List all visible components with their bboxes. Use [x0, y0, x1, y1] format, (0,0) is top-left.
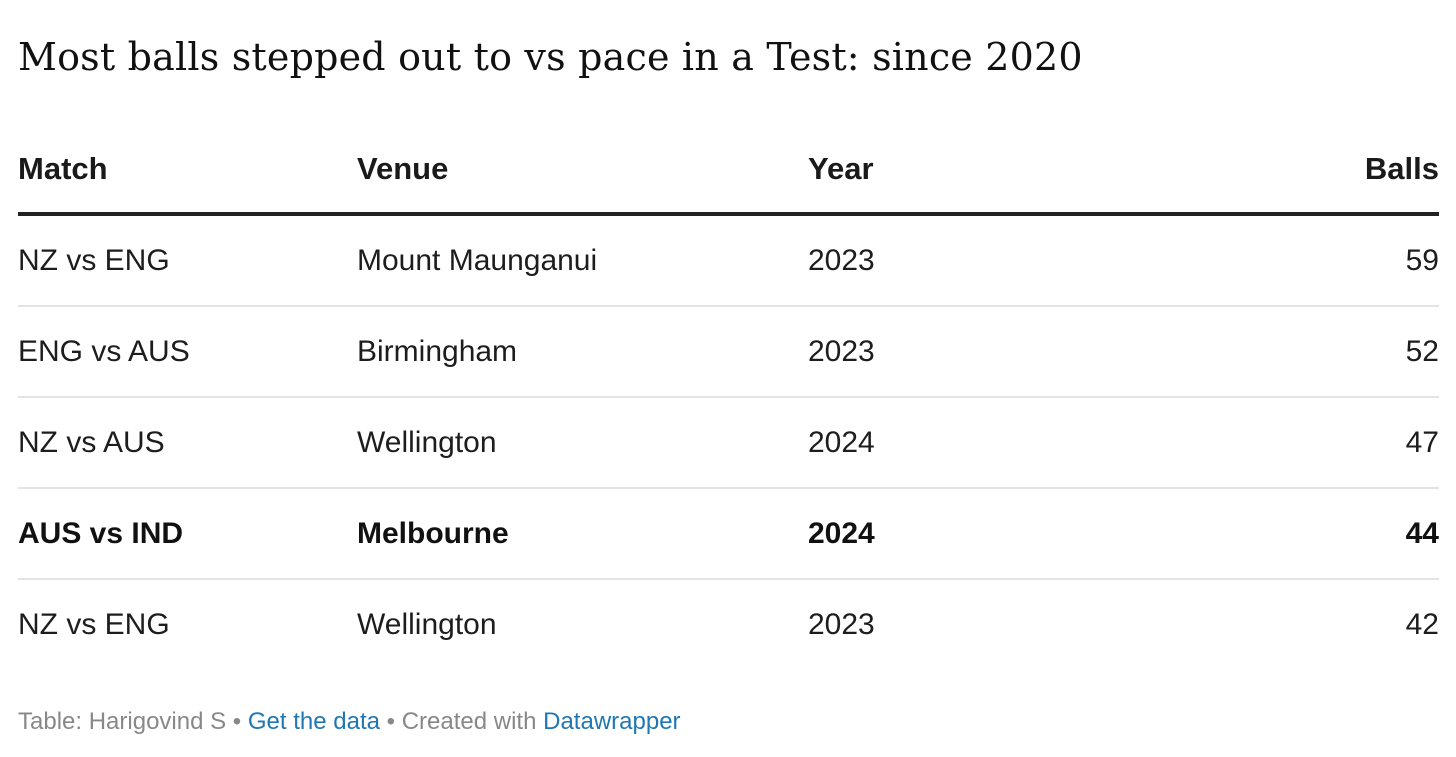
cell-match: ENG vs AUS — [18, 306, 357, 398]
table-row: NZ vs AUS Wellington 2024 47 — [18, 397, 1439, 489]
chart-container: Most balls stepped out to vs pace in a T… — [18, 0, 1439, 735]
chart-footer: Table: Harigovind S • Get the data • Cre… — [18, 708, 681, 736]
column-header-venue[interactable]: Venue — [357, 126, 808, 216]
cell-year: 2023 — [808, 306, 1108, 398]
source-credit: Table: Harigovind S — [18, 708, 227, 735]
cell-match: NZ vs ENG — [18, 607, 170, 641]
get-data-link[interactable]: Get the data — [247, 708, 380, 735]
header-row: Match Venue Year Balls — [18, 126, 1439, 216]
cell-balls: 47 — [1108, 397, 1439, 489]
cell-venue: Mount Maunganui — [357, 214, 808, 307]
cell-balls: 44 — [1108, 488, 1439, 580]
table-row: ENG vs AUS Birmingham 2023 52 — [18, 306, 1439, 398]
cell-venue: Melbourne — [357, 488, 808, 580]
data-table: Match Venue Year Balls NZ vs ENG Mount M… — [18, 126, 1439, 669]
column-header-balls[interactable]: Balls — [1108, 126, 1439, 216]
cell-match: NZ vs ENG — [18, 214, 357, 307]
chart-title: Most balls stepped out to vs pace in a T… — [18, 35, 1083, 79]
cell-venue: Wellington — [357, 397, 808, 489]
cell-year: 2023 — [808, 607, 875, 641]
cell-year: 2024 — [808, 397, 1108, 489]
cell-match: NZ vs AUS — [18, 397, 357, 489]
datawrapper-link[interactable]: Datawrapper — [543, 708, 681, 735]
cell-match: AUS vs IND — [18, 488, 357, 580]
table-body: NZ vs ENG Mount Maunganui 2023 59 ENG vs… — [18, 214, 1439, 669]
cell-venue: Birmingham — [357, 306, 808, 398]
table-header: Match Venue Year Balls — [18, 126, 1439, 216]
table-row: NZ vs ENG Mount Maunganui 2023 59 — [18, 214, 1439, 307]
cell-balls: 59 — [1108, 214, 1439, 307]
cell-venue: Wellington — [357, 607, 497, 641]
column-header-year[interactable]: Year — [808, 126, 1108, 216]
column-header-match[interactable]: Match — [18, 126, 357, 216]
table-row: AUS vs IND Melbourne 2024 44 — [18, 488, 1439, 580]
cell-year: 2024 — [808, 488, 1108, 580]
footer-separator: • — [232, 708, 242, 735]
table-row: NZ vs ENG Wellington 2023 42 — [18, 579, 1439, 669]
cell-year: 2023 — [808, 214, 1108, 307]
cell-balls: 42 — [1405, 607, 1439, 641]
cell-balls: 52 — [1108, 306, 1439, 398]
footer-separator: • — [386, 708, 396, 735]
created-with-text: Created with — [401, 708, 537, 735]
